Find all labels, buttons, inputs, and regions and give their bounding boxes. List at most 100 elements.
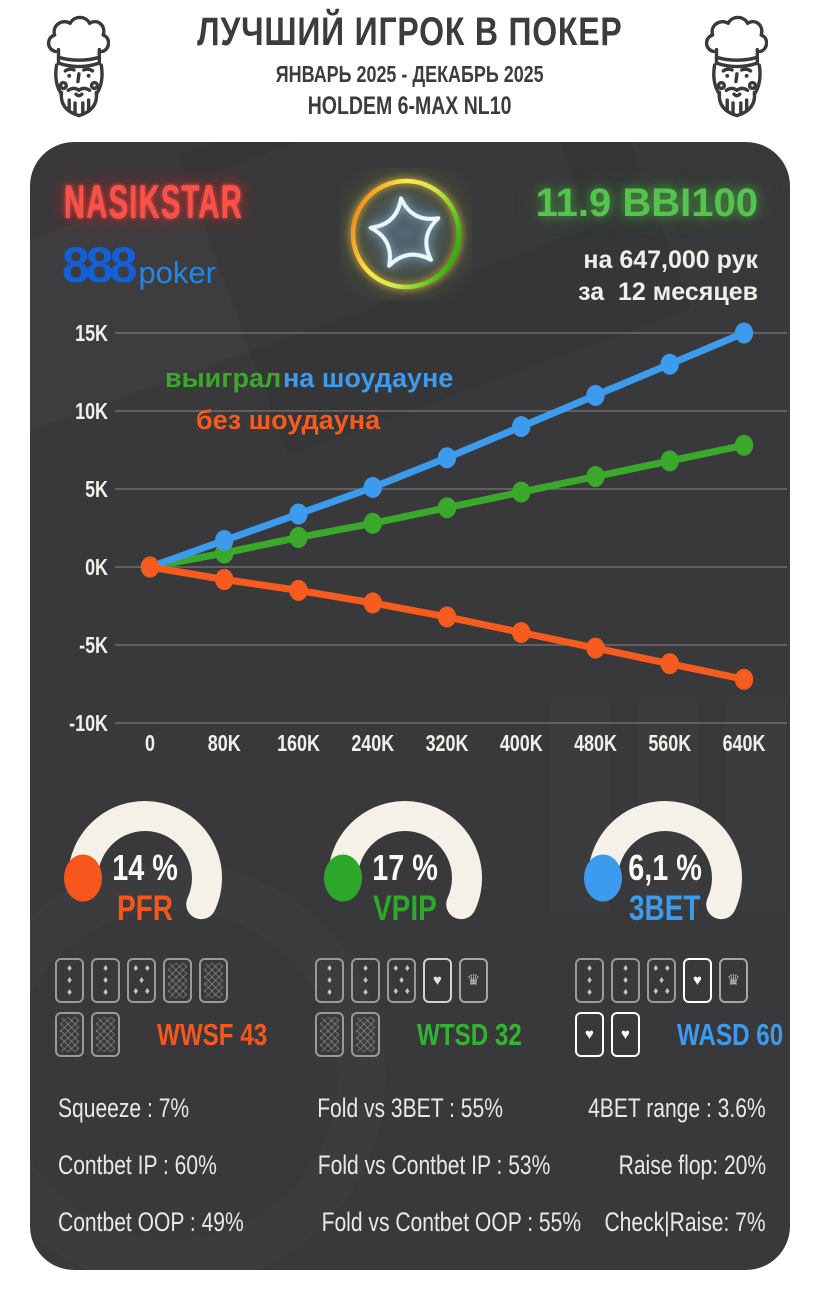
gauge-label-3bet: 3BET xyxy=(629,889,701,928)
stat-4bet-range: 4BET range : 3.6% xyxy=(588,1093,766,1123)
gauge-dot xyxy=(64,854,102,902)
hole-cards-row: WWSF 43 xyxy=(55,1012,290,1057)
mini-card-pip3: ♦ ♦ ♦ xyxy=(315,958,344,1003)
hole-cards-row: ♥ ♥ WASD 60 xyxy=(575,1012,790,1057)
player-nickname: NASIKSTAR xyxy=(64,175,243,228)
gauge-label-pfr: PFR xyxy=(117,889,173,928)
stat-squeeze: Squeeze : 7% xyxy=(58,1093,190,1123)
stats-card: NASIKSTAR 888 poker xyxy=(30,142,790,1270)
x-axis-tick-label: 640K xyxy=(723,731,766,757)
mini-card-back xyxy=(315,1012,344,1057)
x-axis-tick-label: 80K xyxy=(208,731,241,757)
gauge-label-vpip: VPIP xyxy=(373,889,437,928)
mini-card-back xyxy=(55,1012,84,1057)
gauge-dot xyxy=(324,854,362,902)
stat-fold-vs-contbet-oop: Fold vs Contbet OOP : 55% xyxy=(321,1207,582,1237)
hand-panel-wasd: ♦ ♦ ♦ ♦ ♦ ♦ ♦ ♦ ♦ ♦ ♦ ♥ ♛ ♥ ♥ WASD 60 xyxy=(575,958,790,1057)
y-axis-tick-label: -5K xyxy=(79,633,108,659)
gauge-arc xyxy=(328,801,482,920)
chart-point xyxy=(437,447,457,469)
x-axis-tick-label: 560K xyxy=(648,731,691,757)
mini-card-pip5: ♦ ♦ ♦ ♦ ♦ xyxy=(127,958,156,1003)
chart-point xyxy=(660,450,679,472)
page-title: ЛУЧШИЙ ИГРОК В ПОКЕР xyxy=(197,10,623,54)
mini-card-back xyxy=(91,1012,120,1057)
legend-showdown: на шоудауне xyxy=(283,363,454,393)
mini-card-back xyxy=(351,1012,380,1057)
chart-point xyxy=(512,416,531,438)
mini-card-crown: ♛ xyxy=(459,958,488,1003)
chef-king-icon xyxy=(46,15,110,118)
x-axis-tick-label: 160K xyxy=(277,731,320,757)
gauge-value-3bet: 6,1 % xyxy=(628,847,702,888)
chart-point xyxy=(363,592,382,614)
panel-label: WASD 60 xyxy=(677,1016,784,1052)
stats-column-1: Squeeze : 7% Contbet IP : 60% Contbet OO… xyxy=(58,1093,308,1264)
chart-point xyxy=(363,476,382,498)
chart-point xyxy=(363,512,382,534)
poker-room-logo: 888 poker xyxy=(62,240,216,290)
mini-card-pip5: ♦ ♦ ♦ ♦ ♦ xyxy=(647,958,676,1003)
mini-card-heart_bright: ♥ xyxy=(575,1012,604,1057)
chart-point xyxy=(512,481,531,503)
y-axis-tick-label: 5K xyxy=(85,477,108,503)
x-axis-tick-label: 400K xyxy=(500,731,543,757)
gauge-value-vpip: 17 % xyxy=(372,847,438,888)
x-axis-tick-label: 480K xyxy=(574,731,617,757)
chart-point xyxy=(734,668,754,690)
mini-card-pip5: ♦ ♦ ♦ ♦ ♦ xyxy=(387,958,416,1003)
gauge-3bet xyxy=(584,801,742,920)
stats-column-3: 4BET range : 3.6% Raise flop: 20% Check|… xyxy=(510,1093,766,1264)
panel-label: WTSD 32 xyxy=(417,1016,522,1052)
chart-point xyxy=(660,353,679,375)
stat-contbet-oop: Contbet OOP : 49% xyxy=(58,1207,244,1237)
chart-point xyxy=(215,569,234,590)
y-axis-tick-label: 10K xyxy=(75,399,108,425)
gauge-value-pfr: 14 % xyxy=(112,847,178,888)
mini-card-back xyxy=(199,958,228,1003)
chart-point xyxy=(586,384,605,406)
board-cards-row: ♦ ♦ ♦ ♦ ♦ ♦ ♦ ♦ ♦ ♦ ♦ ♥ ♛ xyxy=(575,958,790,1003)
chart-point xyxy=(660,653,679,675)
chart-point xyxy=(512,622,531,643)
hand-panel-wwsf: ♦ ♦ ♦ ♦ ♦ ♦ ♦ ♦ ♦ ♦ ♦ WWSF 43 xyxy=(55,958,290,1057)
chart-point xyxy=(289,503,308,525)
mini-card-pip3: ♦ ♦ ♦ xyxy=(55,958,84,1003)
legend-non-showdown: без шоудауна xyxy=(196,405,381,435)
period-subtitle: ЯНВАРЬ 2025 - ДЕКАБРЬ 2025 xyxy=(276,61,544,87)
chart-point xyxy=(289,526,308,548)
mini-card-pip3: ♦ ♦ ♦ xyxy=(611,958,640,1003)
hand-panel-wtsd: ♦ ♦ ♦ ♦ ♦ ♦ ♦ ♦ ♦ ♦ ♦ ♥ ♛ WTSD 32 xyxy=(315,958,550,1057)
chart-point xyxy=(140,556,160,578)
mini-card-heart_bright: ♥ xyxy=(611,1012,640,1057)
panel-label: WWSF 43 xyxy=(157,1016,268,1052)
winnings-line-chart: 15K 10K 5K 0K -5K -10K 0 80K 160K 240K 320K 400K 480… xyxy=(69,321,787,757)
chart-point xyxy=(734,322,754,344)
hole-cards-row: WTSD 32 xyxy=(315,1012,550,1057)
stat-raise-flop: Raise flop: 20% xyxy=(618,1150,766,1180)
mini-card-pip3: ♦ ♦ ♦ xyxy=(351,958,380,1003)
x-axis-tick-label: 240K xyxy=(351,731,394,757)
x-axis-tick-label: 0 xyxy=(145,731,155,757)
sample-hands: на 647,000 рук xyxy=(583,246,758,274)
gauge-arc xyxy=(68,801,222,920)
chart-point xyxy=(289,579,308,601)
chart-point xyxy=(437,606,457,628)
mini-card-pip3: ♦ ♦ ♦ xyxy=(575,958,604,1003)
y-axis-tick-label: 0K xyxy=(85,555,108,581)
mini-card-back xyxy=(163,958,192,1003)
winrate: 11.9 BBI100 xyxy=(535,181,758,225)
gauge-arc xyxy=(588,801,742,920)
room-888: 888 xyxy=(62,237,137,293)
chart-point xyxy=(734,434,754,456)
y-axis-tick-label: -10K xyxy=(69,711,108,737)
mini-card-heart: ♥ xyxy=(423,958,452,1003)
stat-fold-vs-contbet-ip: Fold vs Contbet IP : 53% xyxy=(317,1150,551,1180)
mini-card-pip3: ♦ ♦ ♦ xyxy=(91,958,120,1003)
stat-contbet-ip: Contbet IP : 60% xyxy=(58,1150,217,1180)
chart-point xyxy=(215,530,234,551)
game-subtitle: HOLDEM 6-MAX NL10 xyxy=(308,92,512,120)
gauge-pfr xyxy=(64,801,222,920)
star-icon xyxy=(368,196,441,268)
